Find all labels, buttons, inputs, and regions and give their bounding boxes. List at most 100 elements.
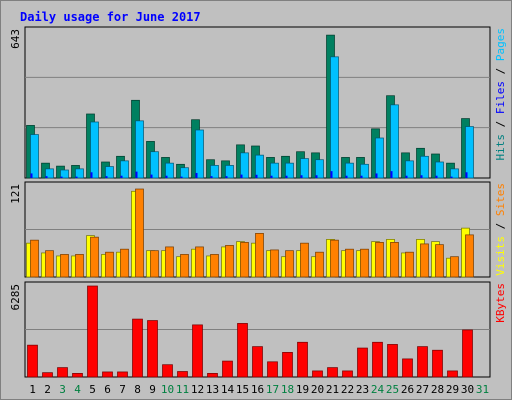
- sites-bar: [60, 254, 69, 278]
- panel-legend-label: KBytes: [494, 283, 507, 323]
- kbytes-bar: [297, 341, 308, 378]
- kbytes-bar: [222, 360, 233, 378]
- files-bar: [300, 158, 309, 179]
- files-bar: [465, 126, 474, 179]
- legend-entry: Files: [494, 81, 507, 114]
- kbytes-bar: [162, 364, 173, 378]
- panel-visits_sites: 121 Visits / Sites: [9, 181, 507, 278]
- sites-bar: [375, 242, 384, 278]
- pages-bar: [120, 175, 123, 178]
- files-bar: [135, 120, 144, 179]
- panel-legend-label: Visits / Sites: [494, 183, 507, 276]
- pages-bar: [60, 176, 63, 178]
- x-tick-label: 2: [44, 383, 51, 396]
- sites-bar: [450, 256, 459, 278]
- legend-separator: /: [494, 61, 507, 81]
- kbytes-bar: [417, 346, 428, 378]
- sites-bar: [300, 242, 309, 278]
- y-max-label: 6285: [9, 284, 22, 311]
- kbytes-bar: [147, 320, 158, 378]
- files-bar: [30, 134, 39, 179]
- files-bar: [420, 155, 429, 179]
- files-bar: [60, 169, 69, 179]
- pages-bar: [165, 175, 168, 178]
- x-tick-label: 3: [59, 383, 66, 396]
- x-tick-label: 27: [416, 383, 429, 396]
- files-bar: [75, 168, 84, 179]
- files-bar: [165, 162, 174, 179]
- sites-bar: [390, 242, 399, 278]
- pages-bar: [75, 176, 78, 178]
- pages-bar: [330, 171, 333, 178]
- files-bar: [315, 159, 324, 179]
- kbytes-bar: [357, 347, 368, 378]
- pages-bar: [300, 175, 303, 178]
- x-tick-label: 29: [446, 383, 459, 396]
- sites-bar: [405, 251, 414, 278]
- x-tick-label: 24: [371, 383, 385, 396]
- x-tick-label: 21: [326, 383, 339, 396]
- x-tick-label: 20: [311, 383, 324, 396]
- panel-legend-label: Hits / Files / Pages: [494, 28, 507, 161]
- kbytes-bar: [327, 367, 338, 378]
- pages-bar: [360, 175, 363, 178]
- pages-bar: [150, 174, 153, 178]
- legend-separator: /: [494, 216, 507, 236]
- kbytes-bar: [102, 371, 113, 378]
- pages-bar: [345, 175, 348, 178]
- sites-bar: [165, 246, 174, 278]
- pages-bar: [375, 173, 378, 178]
- legend-entry: Hits: [494, 134, 507, 161]
- pages-bar: [465, 172, 468, 178]
- sites-bar: [315, 251, 324, 278]
- files-bar: [345, 162, 354, 179]
- sites-bar: [330, 239, 339, 278]
- kbytes-bar: [432, 349, 443, 378]
- x-tick-label: 15: [236, 383, 249, 396]
- files-bar: [285, 162, 294, 179]
- kbytes-bar: [237, 323, 248, 378]
- x-tick-label: 28: [431, 383, 444, 396]
- kbytes-bar: [252, 346, 263, 378]
- kbytes-bar: [402, 358, 413, 378]
- sites-bar: [105, 251, 114, 278]
- x-tick-label: 19: [296, 383, 309, 396]
- sites-bar: [420, 243, 429, 278]
- kbytes-bar: [72, 373, 83, 378]
- kbytes-bar: [282, 352, 293, 378]
- pages-bar: [195, 172, 198, 178]
- x-tick-label: 4: [74, 383, 81, 396]
- kbytes-bar: [117, 371, 128, 378]
- pages-bar: [105, 176, 108, 178]
- x-tick-label: 26: [401, 383, 414, 396]
- pages-bar: [285, 175, 288, 178]
- x-tick-label: 12: [191, 383, 204, 396]
- panel-kbytes: 6285 KBytes: [9, 281, 507, 378]
- kbytes-bar: [177, 371, 188, 378]
- sites-bar: [135, 188, 144, 278]
- kbytes-bar: [132, 318, 143, 378]
- files-bar: [450, 168, 459, 179]
- files-bar: [210, 165, 219, 179]
- legend-entry: KBytes: [494, 283, 507, 323]
- sites-bar: [210, 254, 219, 278]
- files-bar: [330, 56, 339, 179]
- x-tick-label: 22: [341, 383, 354, 396]
- legend-entry: Visits: [494, 236, 507, 276]
- pages-bar: [45, 176, 48, 178]
- kbytes-bar: [447, 370, 458, 378]
- kbytes-bar: [42, 372, 53, 378]
- files-bar: [195, 129, 204, 179]
- sites-bar: [345, 248, 354, 278]
- pages-bar: [420, 175, 423, 178]
- sites-bar: [255, 233, 264, 278]
- sites-bar: [195, 246, 204, 278]
- files-bar: [360, 163, 369, 179]
- sites-bar: [45, 250, 54, 278]
- sites-bar: [465, 234, 474, 278]
- sites-bar: [360, 248, 369, 278]
- panel-hits_files: 643 Hits / Files / Pages: [9, 26, 507, 179]
- x-tick-label: 1: [29, 383, 36, 396]
